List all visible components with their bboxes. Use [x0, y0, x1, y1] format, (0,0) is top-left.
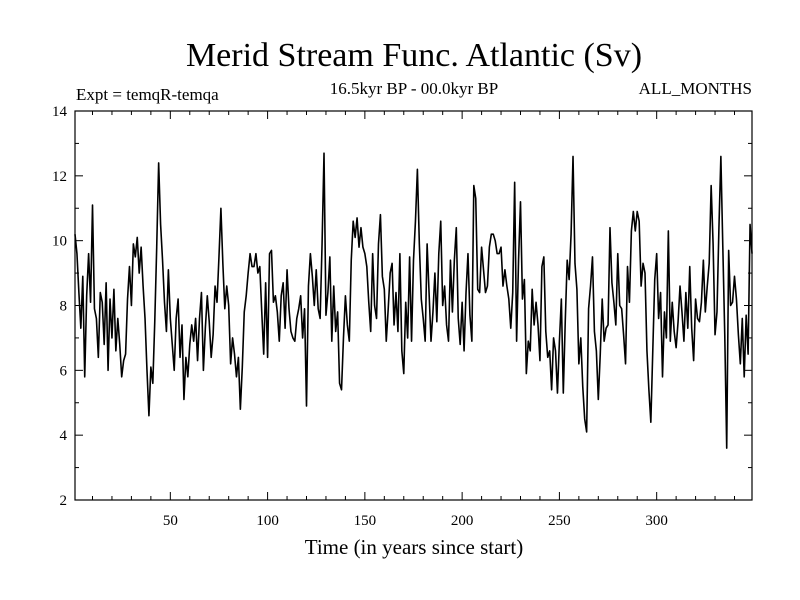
chart-title: Merid Stream Func. Atlantic (Sv) — [186, 37, 642, 74]
x-tick-label: 200 — [451, 513, 474, 529]
y-tick-label: 14 — [52, 104, 68, 120]
plot-frame — [74, 110, 753, 501]
x-tick-label: 150 — [354, 513, 377, 529]
x-axis: 50 100 150 200 250 300 — [92, 111, 735, 529]
y-tick-label: 6 — [60, 363, 68, 379]
experiment-label: Expt = temqR-temqa — [76, 85, 219, 104]
y-tick-label: 4 — [60, 428, 68, 444]
y-tick-label: 8 — [60, 299, 68, 315]
x-tick-label: 300 — [645, 513, 668, 529]
y-axis: 2 4 6 8 10 12 14 — [52, 104, 752, 509]
time-range-label: 16.5kyr BP - 00.0kyr BP — [330, 79, 498, 98]
y-tick-label: 12 — [52, 169, 67, 185]
x-axis-label: Time (in years since start) — [305, 535, 524, 559]
y-tick-label: 10 — [52, 234, 67, 250]
x-tick-label: 250 — [548, 513, 571, 529]
x-tick-label: 50 — [163, 513, 178, 529]
x-tick-label: 100 — [256, 513, 279, 529]
months-label: ALL_MONTHS — [639, 79, 752, 98]
series-line — [74, 152, 753, 449]
y-tick-label: 2 — [60, 493, 68, 509]
